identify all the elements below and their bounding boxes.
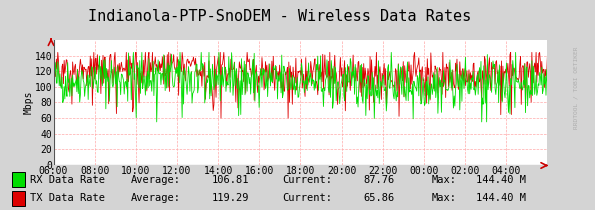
Text: Max:: Max: xyxy=(431,193,456,203)
Text: Average:: Average: xyxy=(131,175,181,185)
Y-axis label: Mbps: Mbps xyxy=(23,91,33,114)
Text: 106.81: 106.81 xyxy=(211,175,249,185)
Text: 144.40 M: 144.40 M xyxy=(476,175,526,185)
Text: 144.40 M: 144.40 M xyxy=(476,193,526,203)
Text: Indianola-PTP-SnoDEM - Wireless Data Rates: Indianola-PTP-SnoDEM - Wireless Data Rat… xyxy=(88,9,471,24)
Text: TX Data Rate: TX Data Rate xyxy=(30,193,105,203)
Text: Current:: Current: xyxy=(283,193,333,203)
Text: 119.29: 119.29 xyxy=(211,193,249,203)
Text: Max:: Max: xyxy=(431,175,456,185)
Text: 65.86: 65.86 xyxy=(363,193,394,203)
Text: Current:: Current: xyxy=(283,175,333,185)
Text: RRDTOOL / TOBI OETIKER: RRDTOOL / TOBI OETIKER xyxy=(574,47,578,129)
Text: RX Data Rate: RX Data Rate xyxy=(30,175,105,185)
Text: 87.76: 87.76 xyxy=(363,175,394,185)
Text: Average:: Average: xyxy=(131,193,181,203)
